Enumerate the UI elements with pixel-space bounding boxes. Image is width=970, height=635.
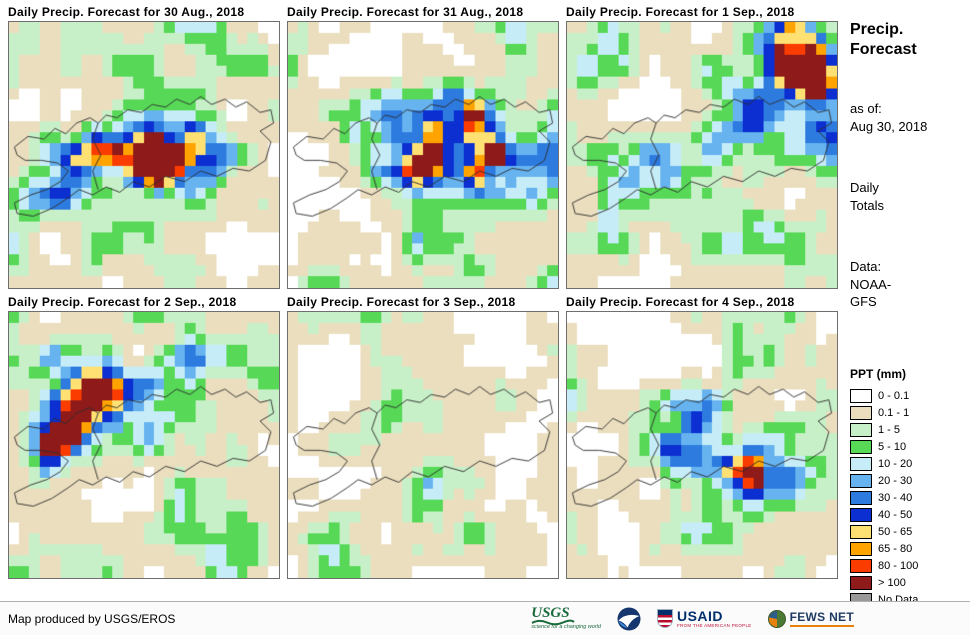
precip-map-canvas (287, 21, 559, 290)
usgs-wave-icon (531, 619, 575, 626)
map-panels-grid: Daily Precip. Forecast for 30 Aug., 2018… (8, 4, 838, 580)
sidebar-title: Precip. Forecast (850, 21, 917, 58)
map-credit-text: Map produced by USGS/EROS (8, 611, 176, 626)
legend-label: 0.1 - 1 (878, 407, 910, 420)
precip-map-canvas (566, 21, 838, 290)
noaa-logo (617, 606, 641, 632)
precip-map-canvas (287, 311, 559, 580)
usaid-logo-text: USAID (676, 607, 724, 624)
legend-entry: 1 - 5 (850, 422, 966, 439)
fewsnet-globe-icon (767, 609, 786, 628)
usgs-logo-text: USGS science for a changing world (531, 605, 601, 631)
legend-label: 80 - 100 (878, 560, 919, 573)
legend-label: 20 - 30 (878, 475, 913, 488)
legend-swatch (850, 457, 872, 472)
data-source-label: Data: NOAA- GFS (850, 259, 892, 310)
legend-swatch (850, 491, 872, 506)
panel-title: Daily Precip. Forecast for 3 Sep., 2018 (287, 295, 516, 310)
legend-swatch (850, 525, 872, 540)
panel-title: Daily Precip. Forecast for 1 Sep., 2018 (566, 5, 795, 19)
legend-entry: 0.1 - 1 (850, 405, 966, 422)
precip-map-canvas (8, 311, 280, 580)
legend-label: 40 - 50 (878, 509, 913, 522)
map-panel-2sep: Daily Precip. Forecast for 2 Sep., 2018 (8, 294, 280, 580)
usaid-tagline: FROM THE AMERICAN PEOPLE (676, 622, 752, 628)
precip-map-canvas (566, 311, 838, 580)
legend-entry: 30 - 40 (850, 490, 966, 507)
panel-title: Daily Precip. Forecast for 31 Aug., 2018 (287, 5, 524, 19)
usgs-logo: USGS science for a changing world (531, 606, 601, 632)
legend-entry: 0 - 0.1 (850, 388, 966, 405)
fewsnet-logo: FEWS NET (767, 606, 854, 632)
noaa-seagull-icon (617, 607, 641, 630)
legend-entry: 40 - 50 (850, 507, 966, 524)
map-panel-1sep: Daily Precip. Forecast for 1 Sep., 2018 (566, 4, 838, 290)
legend-label: 50 - 65 (878, 526, 913, 539)
legend-swatch (850, 559, 872, 574)
legend-label: 1 - 5 (878, 424, 901, 437)
legend-swatch (850, 508, 872, 523)
panel-title: Daily Precip. Forecast for 2 Sep., 2018 (8, 295, 237, 310)
legend-label: 0 - 0.1 (878, 390, 910, 403)
info-sidebar: Precip. Forecast as of: Aug 30, 2018 Dai… (838, 0, 970, 608)
legend-entry: 10 - 20 (850, 456, 966, 473)
precip-map-canvas (8, 21, 280, 290)
legend-entry: 65 - 80 (850, 541, 966, 558)
panel-title: Daily Precip. Forecast for 30 Aug., 2018 (8, 5, 245, 19)
legend-entry: 20 - 30 (850, 473, 966, 490)
legend-swatch (850, 406, 872, 421)
legend-swatch (850, 474, 872, 489)
map-panel-30aug: Daily Precip. Forecast for 30 Aug., 2018 (8, 4, 280, 290)
map-panel-3sep: Daily Precip. Forecast for 3 Sep., 2018 (287, 294, 559, 580)
map-panel-31aug: Daily Precip. Forecast for 31 Aug., 2018 (287, 4, 559, 290)
legend-swatch (850, 542, 872, 557)
legend-entry: 80 - 100 (850, 558, 966, 575)
daily-totals-label: Daily Totals (850, 180, 884, 213)
usaid-shield-icon (656, 609, 673, 628)
fewsnet-logo-text: FEWS NET (789, 610, 854, 627)
legend-entry: 5 - 10 (850, 439, 966, 456)
footer-bar: Map produced by USGS/EROS USGS science f… (0, 601, 970, 635)
legend-label: 30 - 40 (878, 492, 913, 505)
panel-title: Daily Precip. Forecast for 4 Sep., 2018 (566, 295, 795, 310)
legend-label: 10 - 20 (878, 458, 913, 471)
legend-swatch (850, 576, 872, 591)
legend-swatch (850, 423, 872, 438)
legend-swatch (850, 440, 872, 455)
legend-label: > 100 (878, 577, 906, 590)
legend-entry: > 100 (850, 575, 966, 592)
legend-entries: 0 - 0.1 0.1 - 1 1 - 5 5 - 10 10 - 20 20 - 30 3… (850, 388, 966, 609)
usaid-logo: USAID FROM THE AMERICAN PEOPLE (656, 606, 752, 632)
main-content: Daily Precip. Forecast for 30 Aug., 2018… (8, 0, 970, 608)
legend-label: 65 - 80 (878, 543, 913, 556)
legend-label: 5 - 10 (878, 441, 907, 454)
precip-legend: PPT (mm) 0 - 0.1 0.1 - 1 1 - 5 5 - 10 10 - 2… (850, 367, 966, 609)
as-of-date: as of: Aug 30, 2018 (850, 101, 928, 134)
map-panel-4sep: Daily Precip. Forecast for 4 Sep., 2018 (566, 294, 838, 580)
legend-swatch (850, 389, 872, 404)
legend-title: PPT (mm) (850, 366, 907, 381)
legend-entry: 50 - 65 (850, 524, 966, 541)
agency-logos: USGS science for a changing world USAID … (531, 606, 854, 632)
